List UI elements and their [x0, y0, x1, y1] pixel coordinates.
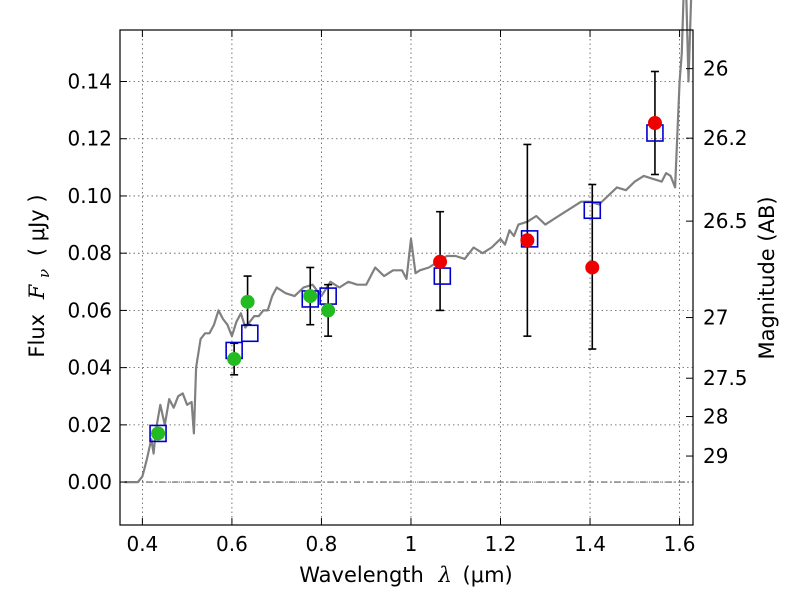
- plot-frame: [119, 29, 694, 526]
- observed-point-red: [520, 233, 535, 248]
- y-tick-label: 0.08: [67, 241, 112, 265]
- magnitude-tick-label: 26: [703, 57, 728, 81]
- y-tick-label: 0.12: [67, 127, 112, 151]
- y-axis-label-text: Flux: [25, 314, 49, 358]
- x-tick-label: 0.4: [126, 532, 158, 556]
- model-sed-series: [124, 0, 693, 484]
- x-tick-label: 0.6: [216, 532, 248, 556]
- model-photometry-point: [583, 201, 602, 220]
- y-tick-label: 0.14: [67, 70, 112, 94]
- magnitude-tick-label: 27.5: [703, 366, 748, 390]
- y-axis-label-subscript: ν: [35, 269, 53, 278]
- magnitude-tick-label: 29: [703, 444, 728, 468]
- magnitude-tick-label: 26.2: [703, 126, 748, 150]
- grid: [120, 30, 693, 525]
- x-tick-label: 1.2: [485, 532, 517, 556]
- magnitude-tick-label: 26.5: [703, 209, 748, 233]
- y-axis-ticks: 0.00 0.02 0.04 0.06 0.08 0.10 0.12 0.14: [67, 70, 127, 494]
- y-axis-label: Flux F ν ( μJy ): [25, 194, 54, 357]
- model-photometry-point: [241, 324, 259, 343]
- magnitude-axis-ticks: 26 26.2 26.5 27 27.5 28 29: [686, 57, 748, 468]
- y-tick-label: 0.10: [67, 184, 112, 208]
- observed-point-green: [321, 303, 336, 318]
- observed-point-green: [240, 294, 255, 309]
- observed-point-green: [303, 289, 318, 304]
- observed-point-red: [585, 260, 600, 275]
- observed-point-green: [151, 426, 166, 441]
- x-tick-label: 1.6: [664, 532, 696, 556]
- y-axis-label-units: ( μJy ): [25, 194, 49, 256]
- magnitude-tick-label: 28: [703, 405, 728, 429]
- y-tick-label: 0.04: [67, 356, 112, 380]
- x-axis-label-units: (μm): [463, 563, 513, 587]
- observed-points-series: [151, 115, 662, 441]
- x-axis-label: Wavelength λ (μm): [299, 563, 512, 587]
- observed-point-red: [433, 254, 448, 269]
- magnitude-axis-label: Magnitude (AB): [755, 196, 779, 359]
- x-tick-label: 0.8: [306, 532, 338, 556]
- x-tick-label: 1.4: [574, 532, 606, 556]
- observed-point-red: [647, 115, 662, 130]
- x-axis-ticks: 0.4 0.6 0.8 1 1.2 1.4 1.6: [126, 30, 695, 556]
- y-tick-label: 0.02: [67, 413, 112, 437]
- model-photometry-point: [149, 424, 167, 443]
- x-axis-label-text: Wavelength: [299, 563, 424, 587]
- magnitude-tick-label: 27: [703, 306, 728, 330]
- y-axis-label-symbol: F: [25, 283, 49, 300]
- x-axis-label-symbol: λ: [438, 563, 452, 587]
- x-tick-label: 1: [405, 532, 418, 556]
- y-tick-label: 0.00: [67, 470, 112, 494]
- model-sed-line: [124, 0, 693, 484]
- observed-point-green: [227, 352, 242, 367]
- y-tick-label: 0.06: [67, 298, 112, 322]
